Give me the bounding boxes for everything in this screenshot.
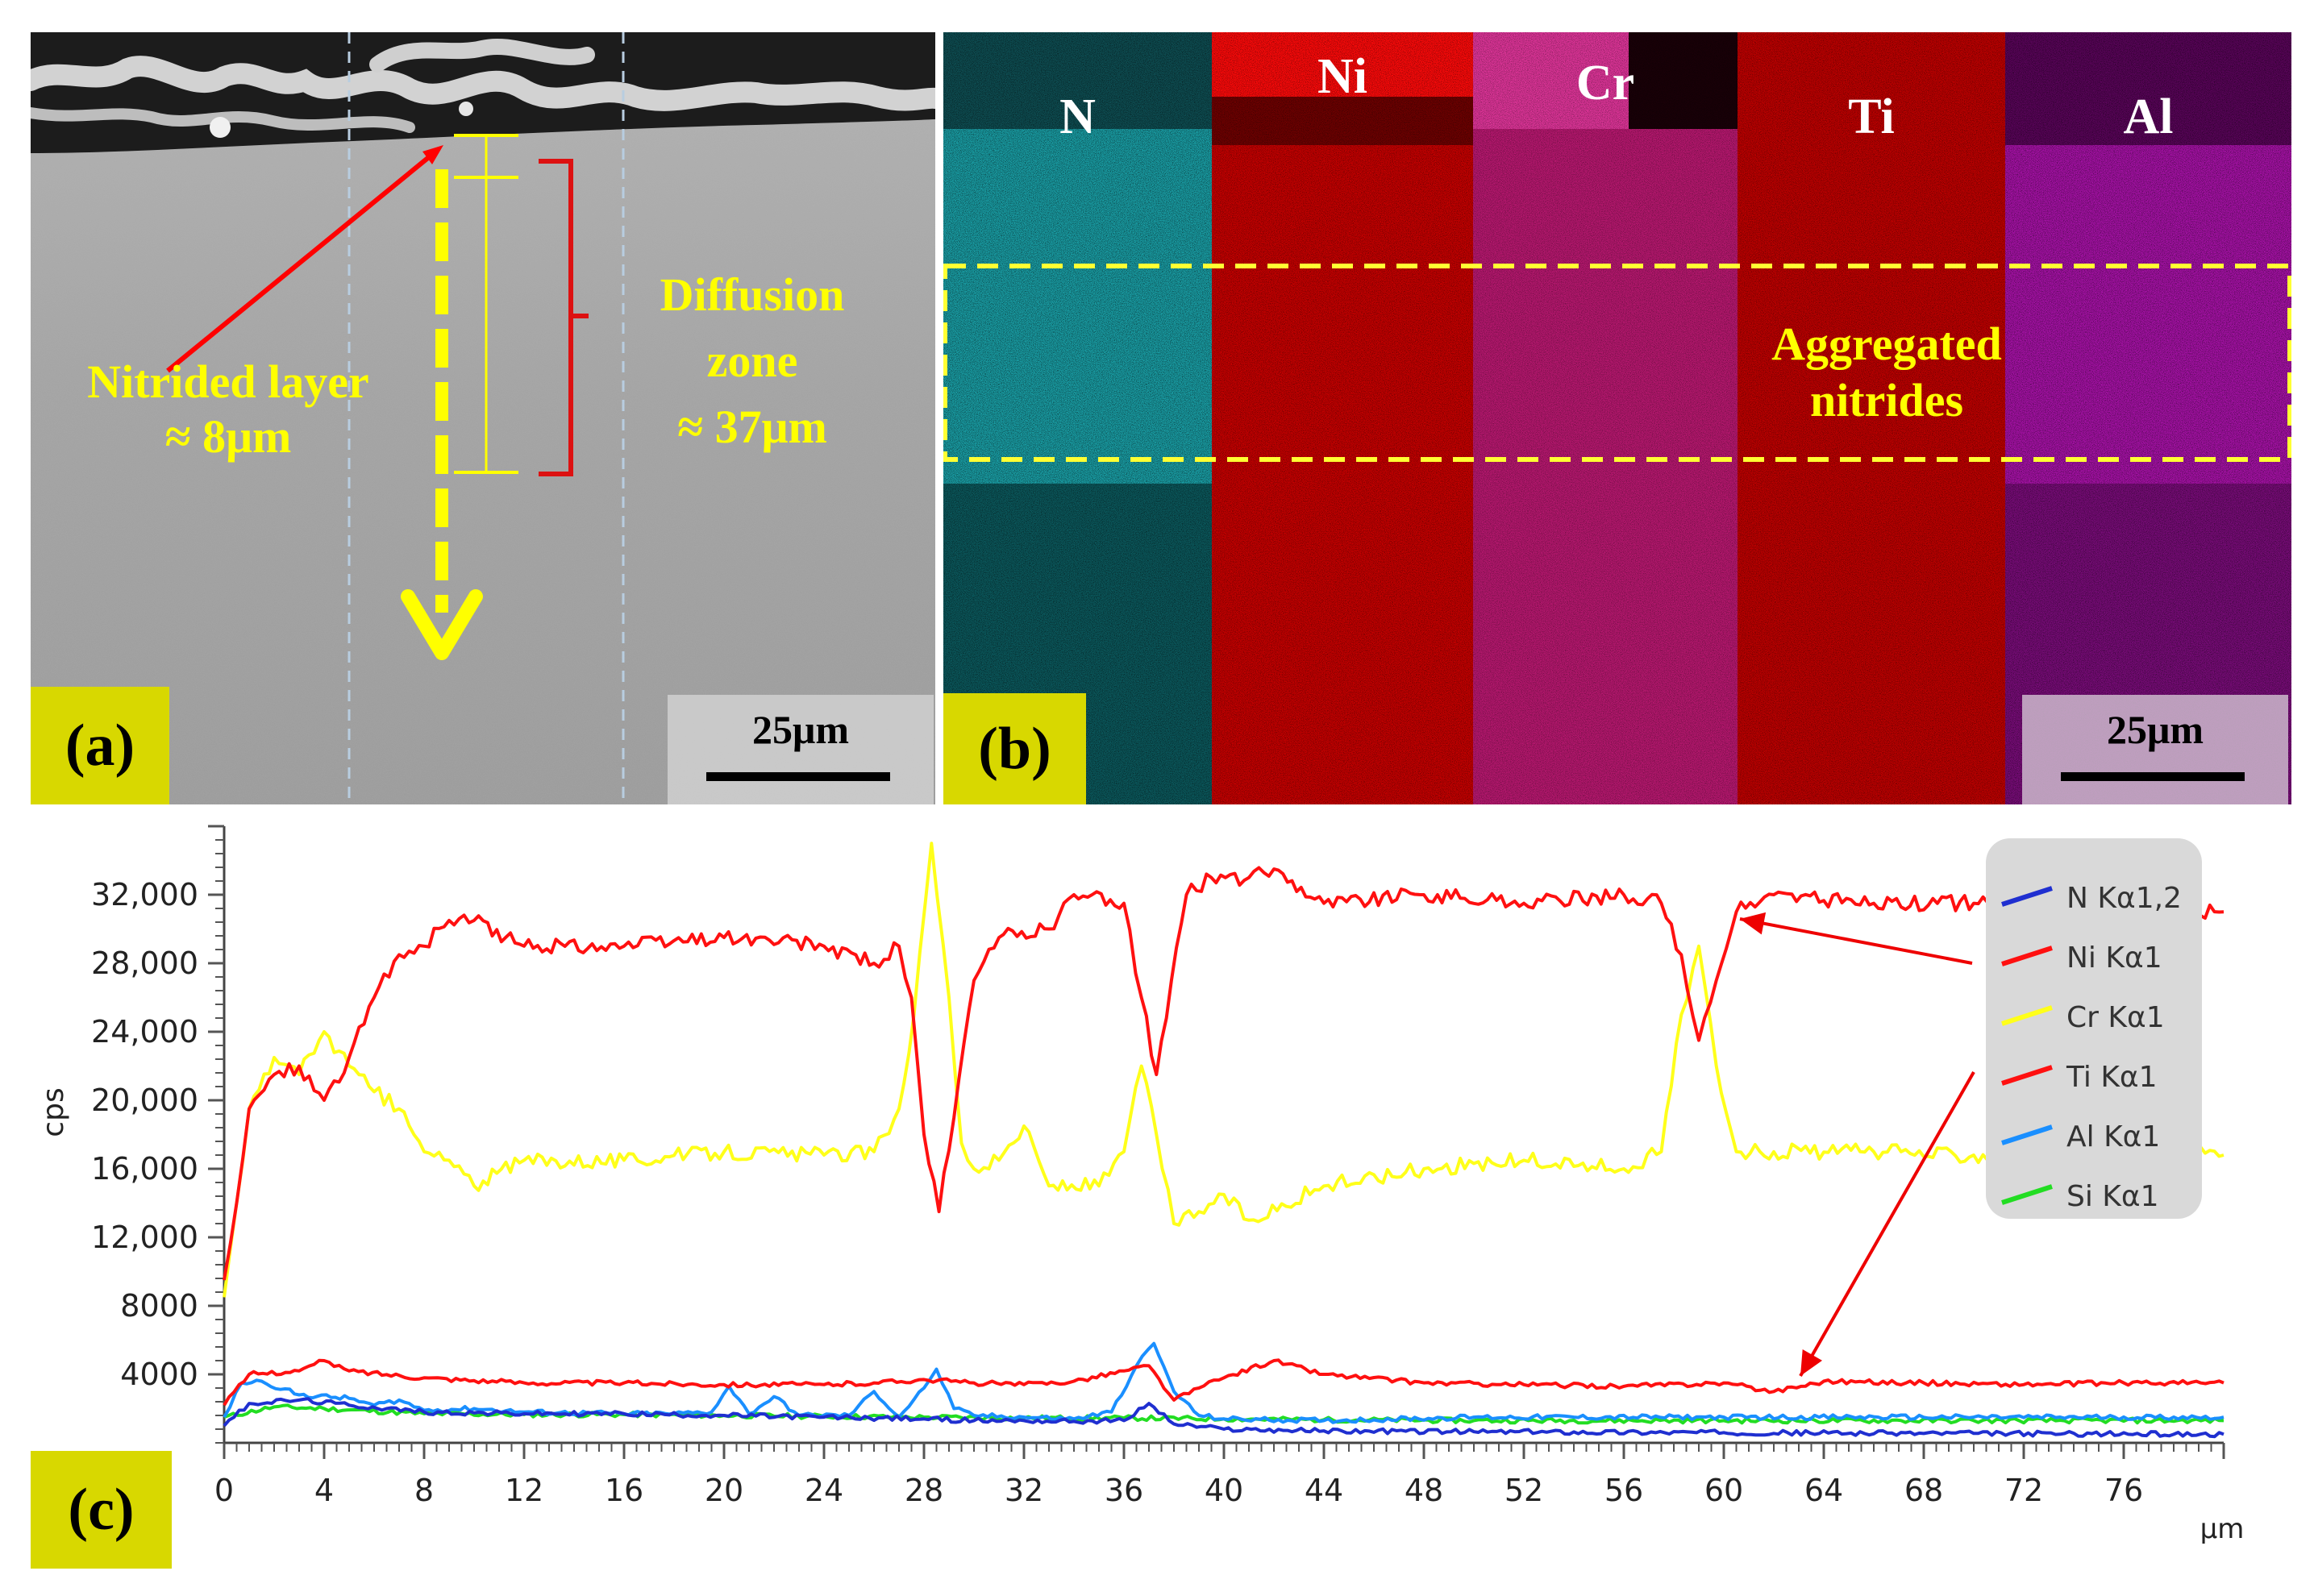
nitrided-layer-label: Nitrided layer ≈ 8μm xyxy=(39,355,418,464)
series-line-n-0 xyxy=(223,1397,2225,1439)
panel-a-label: (a) xyxy=(31,687,169,804)
aggregated-nitrides-text-2: nitrides xyxy=(1809,374,1964,426)
y-tick-label: 24,000 xyxy=(91,1014,198,1049)
legend-entry: Ti Kα1 xyxy=(2066,1061,2158,1094)
aggregated-nitrides-label: Aggregated nitrides xyxy=(1717,316,2056,429)
panel-c: 0 4 8 12 16 20 24 28 32 36 40 44 48 52 56 60 64 68 72 76 400… xyxy=(31,806,2291,1572)
x-tick-label: 76 xyxy=(2104,1473,2143,1508)
diffusion-zone-value: ≈ 37μm xyxy=(677,401,827,453)
y-tick-label: 12,000 xyxy=(91,1220,198,1255)
series-line-ti-3 xyxy=(223,1358,2225,1407)
x-tick-label: 20 xyxy=(705,1473,743,1508)
aggregated-nitrides-text-1: Aggregated xyxy=(1771,318,2002,370)
legend-swatch xyxy=(2001,1184,2053,1205)
legend-swatch xyxy=(2001,886,2053,907)
y-tick-label: 28,000 xyxy=(91,946,198,981)
panel-b-label: (b) xyxy=(943,693,1086,804)
panel-a: Nitrided layer ≈ 8μm Diffusion zone ≈ 37… xyxy=(31,32,935,804)
y-axis-label: cps xyxy=(37,1087,70,1137)
legend-entry: Cr Kα1 xyxy=(2066,1001,2165,1034)
chart-annotation-arrows xyxy=(1739,912,1975,1377)
panel-b: N Ni Cr Ti Al Aggregated nitrides (b) 25… xyxy=(943,32,2291,804)
legend-swatch xyxy=(2001,1124,2053,1145)
diffusion-zone-text-1: Diffusion xyxy=(660,268,845,321)
x-tick-label: 8 xyxy=(414,1473,434,1508)
x-tick-label: 72 xyxy=(2004,1473,2043,1508)
ti-arrow-line xyxy=(1799,1071,1975,1377)
sem-image xyxy=(31,32,935,804)
x-tick-label: 48 xyxy=(1405,1473,1443,1508)
series-line-ni-1 xyxy=(223,866,2225,1281)
diffusion-zone-text-2: zone xyxy=(706,335,798,387)
scale-bar-b-label: 25μm xyxy=(2107,707,2204,752)
x-tick-label: 24 xyxy=(805,1473,843,1508)
nitrided-layer-text: Nitrided layer xyxy=(87,355,369,408)
x-tick-label: 4 xyxy=(314,1473,334,1508)
ni-arrow-line xyxy=(1739,917,1973,965)
legend-entry: N Kα1,2 xyxy=(2066,882,2182,915)
x-tick-label: 44 xyxy=(1305,1473,1343,1508)
eds-maps xyxy=(943,32,2291,804)
x-tick-label: 12 xyxy=(505,1473,543,1508)
scale-bar-b: 25μm xyxy=(2022,695,2288,804)
y-tick-label: 4000 xyxy=(120,1357,198,1392)
map-label-cr: Cr xyxy=(1575,56,1635,110)
x-tick-label: 28 xyxy=(905,1473,943,1508)
x-axis-label: μm xyxy=(2200,1513,2245,1545)
x-tick-label: 56 xyxy=(1604,1473,1643,1508)
x-tick-label: 16 xyxy=(605,1473,643,1508)
scale-bar-a: 25μm xyxy=(668,695,934,804)
legend-entry: Ni Kα1 xyxy=(2066,941,2162,975)
map-label-ni: Ni xyxy=(1317,49,1367,104)
map-label-ti: Ti xyxy=(1848,89,1895,144)
ti-arrow-head xyxy=(1800,1349,1822,1376)
legend-swatch xyxy=(2001,1005,2053,1026)
panel-c-label: (c) xyxy=(31,1451,172,1569)
map-label-n: N xyxy=(1059,89,1096,144)
x-tick-label: 40 xyxy=(1205,1473,1243,1508)
legend-swatch xyxy=(2001,1065,2053,1086)
x-tick-label: 0 xyxy=(214,1473,234,1508)
ni-arrow-head xyxy=(1740,912,1767,935)
legend-entry: Si Kα1 xyxy=(2066,1180,2159,1213)
chart-series xyxy=(223,842,2225,1439)
x-tick-label: 64 xyxy=(1804,1473,1843,1508)
map-label-al: Al xyxy=(2123,89,2174,144)
scale-bar-a-line xyxy=(706,772,890,781)
y-tick-label: 20,000 xyxy=(91,1083,198,1118)
y-tick-label: 32,000 xyxy=(91,877,198,912)
series-line-cr-2 xyxy=(223,842,2225,1298)
line-scan-chart: 0 4 8 12 16 20 24 28 32 36 40 44 48 52 56 60 64 68 72 76400… xyxy=(37,825,2245,1545)
nitrided-layer-value: ≈ 8μm xyxy=(164,410,292,463)
diffusion-zone-label: Diffusion zone ≈ 37μm xyxy=(623,262,881,460)
series-line-al-4 xyxy=(223,1341,2225,1424)
x-tick-label: 32 xyxy=(1005,1473,1043,1508)
chart-axes: 0 4 8 12 16 20 24 28 32 36 40 44 48 52 56 60 64 68 72 76400… xyxy=(91,825,2225,1508)
legend-entry: Al Kα1 xyxy=(2066,1120,2160,1153)
y-tick-label: 16,000 xyxy=(91,1151,198,1187)
x-tick-label: 68 xyxy=(1904,1473,1943,1508)
chart-legend[interactable]: N Kα1,2 Ni Kα1 Cr Kα1 Ti Kα1 Al Kα1 Si Kα1 xyxy=(1986,838,2202,1219)
legend-swatch xyxy=(2001,946,2053,966)
scale-bar-a-label: 25μm xyxy=(752,707,849,752)
x-tick-label: 36 xyxy=(1105,1473,1143,1508)
legend-box xyxy=(1986,838,2202,1219)
x-tick-label: 52 xyxy=(1505,1473,1543,1508)
scale-bar-b-line xyxy=(2061,772,2245,781)
y-tick-label: 8000 xyxy=(120,1288,198,1324)
x-tick-label: 60 xyxy=(1704,1473,1743,1508)
